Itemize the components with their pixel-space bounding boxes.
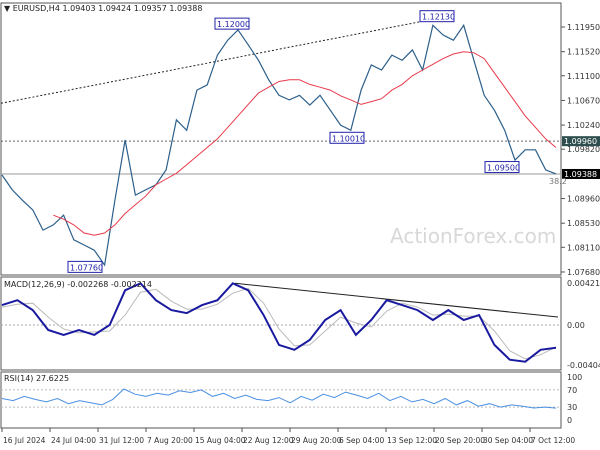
price-tick-label: 1.09820 [567,145,600,154]
macd-label: MACD(12,26,9) -0.002268 -0.002214 [4,280,152,289]
price-tick-label: 1.10670 [567,96,600,105]
time-tick-label: 30 Sep 04:00 [483,436,533,445]
collapse-arrow-icon[interactable]: ▼ [4,4,11,13]
watermark: ActionForex.com [390,224,556,248]
macd-main-line [1,282,557,363]
rsi-pane [0,371,562,429]
price-tick-label: 1.07680 [567,268,600,277]
price-annotation: 1.10010 [332,134,365,143]
rsi-tick-label: 70 [567,386,577,395]
price-pane [0,2,562,276]
level-label: 1.09960 [564,137,597,146]
price-annotation-box [214,17,250,30]
macd-signal-line [1,287,557,360]
time-tick-label: 22 Aug 12:00 [243,436,294,445]
current-price-label: 1.09388 [564,170,597,179]
price-tick-label: 1.08530 [567,219,600,228]
fib-label: 38.2 [549,177,567,186]
time-tick-label: 6 Sep 04:00 [339,436,385,445]
time-tick-label: 15 Aug 04:00 [195,436,246,445]
ohlc-values: 1.09403 1.09424 1.09357 1.09388 [62,4,203,13]
moving-average-line [53,51,557,236]
price-tick-label: 1.11950 [567,23,600,32]
rsi-tick-label: 30 [567,403,577,412]
price-annotation: 1.12000 [217,20,250,29]
price-tick-label: 1.11520 [567,48,600,57]
time-tick-label: 31 Jul 12:00 [99,436,144,445]
time-tick-label: 24 Jul 04:00 [51,436,96,445]
symbol-label: EURUSD,H4 [12,4,60,13]
level-label-bg [562,136,600,147]
rsi-label: RSI(14) 27.6225 [4,374,70,383]
current-price-bg [562,168,600,179]
price-tick-label: 1.11100 [567,72,600,81]
time-tick-label: 20 Sep 20:00 [435,436,485,445]
price-trendline [0,14,456,104]
price-annotation-box [329,131,365,144]
price-tick-label: 1.08960 [567,195,600,204]
price-line [1,23,557,267]
time-tick-label: 16 Jul 2024 [3,436,46,445]
price-tick-label: 1.08110 [567,243,600,252]
price-annotation: 1.07760 [70,263,103,272]
price-annotation: 1.09500 [487,164,520,173]
chart-header: ▼ EURUSD,H4 1.09403 1.09424 1.09357 1.09… [4,4,202,13]
macd-tick-label: 0.00 [567,321,585,330]
price-tick-label: 1.10240 [567,121,600,130]
price-annotation-box [67,260,103,273]
price-annotation: 1.12130 [422,13,455,22]
rsi-tick-label: 0 [567,416,572,425]
time-tick-label: 7 Aug 20:00 [147,436,193,445]
macd-tick-label: -0.004047 [567,361,600,370]
time-tick-label: 29 Aug 20:00 [291,436,342,445]
rsi-tick-label: 100 [567,373,582,382]
price-annotation-box [484,161,520,174]
rsi-line [1,388,557,409]
price-annotation-box [419,10,455,23]
macd-tick-label: 0.004214 [567,279,600,288]
time-tick-label: 7 Oct 12:00 [531,436,575,445]
macd-trendline [234,282,559,318]
time-tick-label: 13 Sep 12:00 [387,436,437,445]
macd-pane [0,276,562,371]
